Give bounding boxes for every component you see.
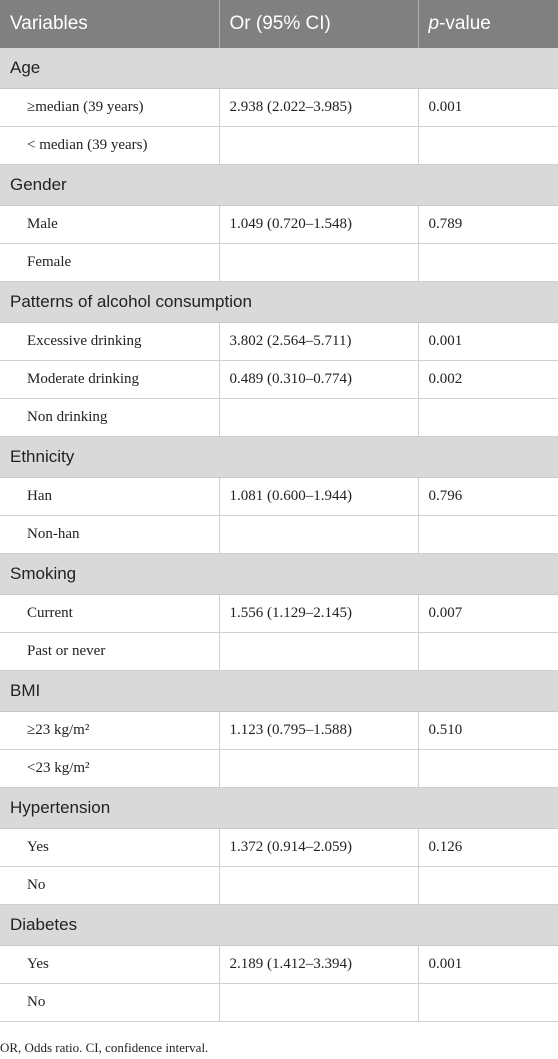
group-header-row: Age [0,48,558,89]
variable-cell: ≥23 kg/m² [0,711,220,750]
table-header-row: Variables Or (95% CI) p-value [0,0,558,48]
table-row: Excessive drinking 3.802 (2.564–5.711) 0.0… [0,322,558,361]
variable-cell: <23 kg/m² [0,749,220,788]
p-value-cell: 0.001 [418,322,558,361]
table-row: Han 1.081 (0.600–1.944) 0.796 [0,477,558,516]
p-value-cell: 0.126 [418,828,558,867]
results-table: Variables Or (95% CI) p-value Age ≥median… [0,0,558,1022]
p-value-cell [418,632,558,671]
group-label: BMI [0,670,558,712]
or-cell: 0.489 (0.310–0.774) [219,360,419,399]
group-header-row: Ethnicity [0,436,558,478]
group-header-row: Smoking [0,553,558,595]
variable-cell: No [0,866,220,905]
group-header-row: Hypertension [0,787,558,829]
group-label: Ethnicity [0,436,558,478]
variable-cell: Moderate drinking [0,360,220,399]
or-cell: 3.802 (2.564–5.711) [219,322,419,361]
group-header-row: BMI [0,670,558,712]
or-cell: 1.081 (0.600–1.944) [219,477,419,516]
variable-cell: < median (39 years) [0,126,220,165]
p-value-cell [418,866,558,905]
or-cell [219,243,419,282]
p-value-cell: 0.001 [418,88,558,127]
or-cell: 1.556 (1.129–2.145) [219,594,419,633]
group-label: Patterns of alcohol consumption [0,281,558,323]
table-row: Past or never [0,632,558,671]
table-row: <23 kg/m² [0,749,558,788]
p-value-cell [418,515,558,554]
or-cell [219,515,419,554]
or-cell [219,126,419,165]
or-cell [219,632,419,671]
or-cell [219,398,419,437]
table-footnote: OR, Odds ratio. CI, confidence interval. [0,1040,209,1055]
variable-cell: Non-han [0,515,220,554]
header-or: Or (95% CI) [219,0,419,48]
table-row: Yes 2.189 (1.412–3.394) 0.001 [0,945,558,984]
or-cell [219,866,419,905]
table-row: ≥median (39 years) 2.938 (2.022–3.985) 0.0… [0,88,558,127]
or-cell [219,983,419,1022]
table-row: No [0,983,558,1022]
table-row: Yes 1.372 (0.914–2.059) 0.126 [0,828,558,867]
table-row: Non drinking [0,398,558,437]
or-cell: 1.372 (0.914–2.059) [219,828,419,867]
or-cell [219,749,419,788]
group-label: Diabetes [0,904,558,946]
or-cell: 2.189 (1.412–3.394) [219,945,419,984]
variable-cell: ≥median (39 years) [0,88,220,127]
group-header-row: Patterns of alcohol consumption [0,281,558,323]
variable-cell: No [0,983,220,1022]
p-value-cell: 0.001 [418,945,558,984]
p-value-cell [418,126,558,165]
p-value-cell: 0.789 [418,205,558,244]
group-label: Gender [0,164,558,206]
table-row: Moderate drinking 0.489 (0.310–0.774) 0.00… [0,360,558,399]
variable-cell: Yes [0,945,220,984]
p-value-cell [418,398,558,437]
variable-cell: Non drinking [0,398,220,437]
variable-cell: Yes [0,828,220,867]
or-cell: 2.938 (2.022–3.985) [219,88,419,127]
variable-cell: Male [0,205,220,244]
table-row: ≥23 kg/m² 1.123 (0.795–1.588) 0.510 [0,711,558,750]
group-header-row: Gender [0,164,558,206]
table-row: Female [0,243,558,282]
variable-cell: Excessive drinking [0,322,220,361]
or-cell: 1.123 (0.795–1.588) [219,711,419,750]
table-row: No [0,866,558,905]
variable-cell: Current [0,594,220,633]
p-value-cell [418,749,558,788]
p-value-cell: 0.510 [418,711,558,750]
p-value-cell: 0.002 [418,360,558,399]
table-row: Non-han [0,515,558,554]
variable-cell: Past or never [0,632,220,671]
table-row: < median (39 years) [0,126,558,165]
or-cell: 1.049 (0.720–1.548) [219,205,419,244]
group-label: Smoking [0,553,558,595]
header-p-italic: p [428,13,440,34]
table-row: Male 1.049 (0.720–1.548) 0.789 [0,205,558,244]
table-row: Current 1.556 (1.129–2.145) 0.007 [0,594,558,633]
p-value-cell: 0.796 [418,477,558,516]
p-value-cell [418,983,558,1022]
table-body: Age ≥median (39 years) 2.938 (2.022–3.985)… [0,48,558,1022]
p-value-cell [418,243,558,282]
header-p-rest: -value [439,13,491,34]
group-label: Hypertension [0,787,558,829]
group-header-row: Diabetes [0,904,558,946]
group-label: Age [0,48,558,89]
header-p-value: p-value [418,0,558,48]
variable-cell: Female [0,243,220,282]
header-variables: Variables [0,0,220,48]
p-value-cell: 0.007 [418,594,558,633]
variable-cell: Han [0,477,220,516]
